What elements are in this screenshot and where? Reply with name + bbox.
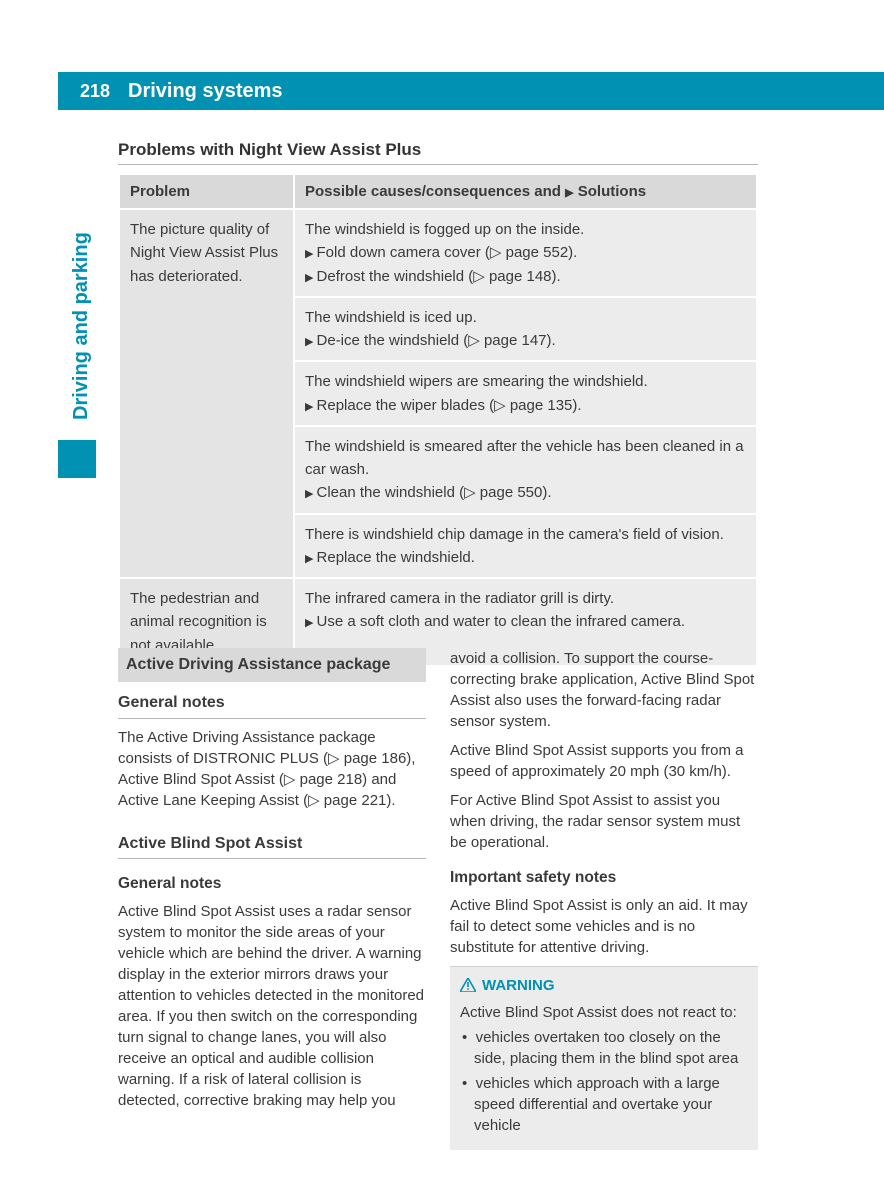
solution-cell: The windshield is iced up. De-ice the wi… [294, 297, 757, 362]
solution-line: Clean the windshield (▷ page 550). [305, 481, 746, 504]
subheading: Active Blind Spot Assist [118, 833, 426, 859]
solution-cell: The windshield is smeared after the vehi… [294, 426, 757, 514]
body-paragraph: For Active Blind Spot Assist to assist y… [450, 790, 758, 853]
body-paragraph: Active Blind Spot Assist is only an aid.… [450, 895, 758, 958]
page-number: 218 [58, 81, 120, 102]
cause-text: The windshield is iced up. [305, 306, 746, 329]
subheading: General notes [118, 692, 426, 718]
solution-cell: The windshield wipers are smearing the w… [294, 361, 757, 426]
body-paragraph: Active Blind Spot Assist uses a radar se… [118, 901, 426, 1111]
problems-section: Problems with Night View Assist Plus Pro… [118, 140, 758, 667]
problems-heading: Problems with Night View Assist Plus [118, 140, 758, 165]
cause-text: The windshield is smeared after the vehi… [305, 435, 746, 482]
problem-cell: The picture quality of Night View Assist… [119, 209, 294, 578]
warning-label: WARNING [482, 977, 555, 994]
section-tab-label: Driving and parking [70, 232, 93, 420]
solution-line: Fold down camera cover (▷ page 552). [305, 241, 746, 264]
warning-triangle-icon [460, 978, 476, 992]
warning-box: WARNING Active Blind Spot Assist does no… [450, 966, 758, 1150]
solution-cell: The windshield is fogged up on the insid… [294, 209, 757, 297]
left-column: Active Driving Assistance package Genera… [118, 648, 426, 1150]
cause-text: The infrared camera in the radiator gril… [305, 587, 746, 610]
col-solutions-suffix: Solutions [574, 183, 647, 200]
subheading-plain: Important safety notes [450, 867, 758, 889]
warning-header: WARNING [460, 975, 748, 996]
cause-text: There is windshield chip damage in the c… [305, 523, 746, 546]
warning-item: vehicles overtaken too closely on the si… [460, 1027, 748, 1069]
solutions-triangle-icon: ▶ [565, 187, 573, 199]
cause-text: The windshield is fogged up on the insid… [305, 218, 746, 241]
solution-cell: There is windshield chip damage in the c… [294, 514, 757, 579]
warning-item: vehicles which approach with a large spe… [460, 1073, 748, 1136]
page-title: Driving systems [120, 80, 283, 103]
solution-line: Replace the wiper blades (▷ page 135). [305, 394, 746, 417]
body-columns: Active Driving Assistance package Genera… [118, 648, 758, 1150]
cause-text: The windshield wipers are smearing the w… [305, 370, 746, 393]
section-tab-text: Driving and parking [70, 232, 92, 420]
subheading-plain: General notes [118, 873, 426, 895]
col-problem-header: Problem [119, 174, 294, 209]
solution-line: Replace the windshield. [305, 546, 746, 569]
solution-line: Use a soft cloth and water to clean the … [305, 610, 746, 633]
warning-list: vehicles overtaken too closely on the si… [460, 1027, 748, 1136]
warning-intro: Active Blind Spot Assist does not react … [460, 1002, 748, 1023]
page-header: 218 Driving systems [58, 72, 884, 110]
body-paragraph: The Active Driving Assistance package co… [118, 727, 426, 811]
col-solutions-header: Possible causes/consequences and ▶ Solut… [294, 174, 757, 209]
table-row: The picture quality of Night View Assist… [119, 209, 757, 297]
right-column: avoid a collision. To support the course… [450, 648, 758, 1150]
problems-table: Problem Possible causes/consequences and… [118, 173, 758, 667]
band-heading: Active Driving Assistance package [118, 648, 426, 682]
solution-line: De-ice the windshield (▷ page 147). [305, 329, 746, 352]
body-paragraph: Active Blind Spot Assist supports you fr… [450, 740, 758, 782]
table-header-row: Problem Possible causes/consequences and… [119, 174, 757, 209]
solution-line: Defrost the windshield (▷ page 148). [305, 265, 746, 288]
section-tab-marker [58, 440, 96, 478]
col-solutions-prefix: Possible causes/consequences and [305, 183, 565, 200]
body-paragraph: avoid a collision. To support the course… [450, 648, 758, 732]
